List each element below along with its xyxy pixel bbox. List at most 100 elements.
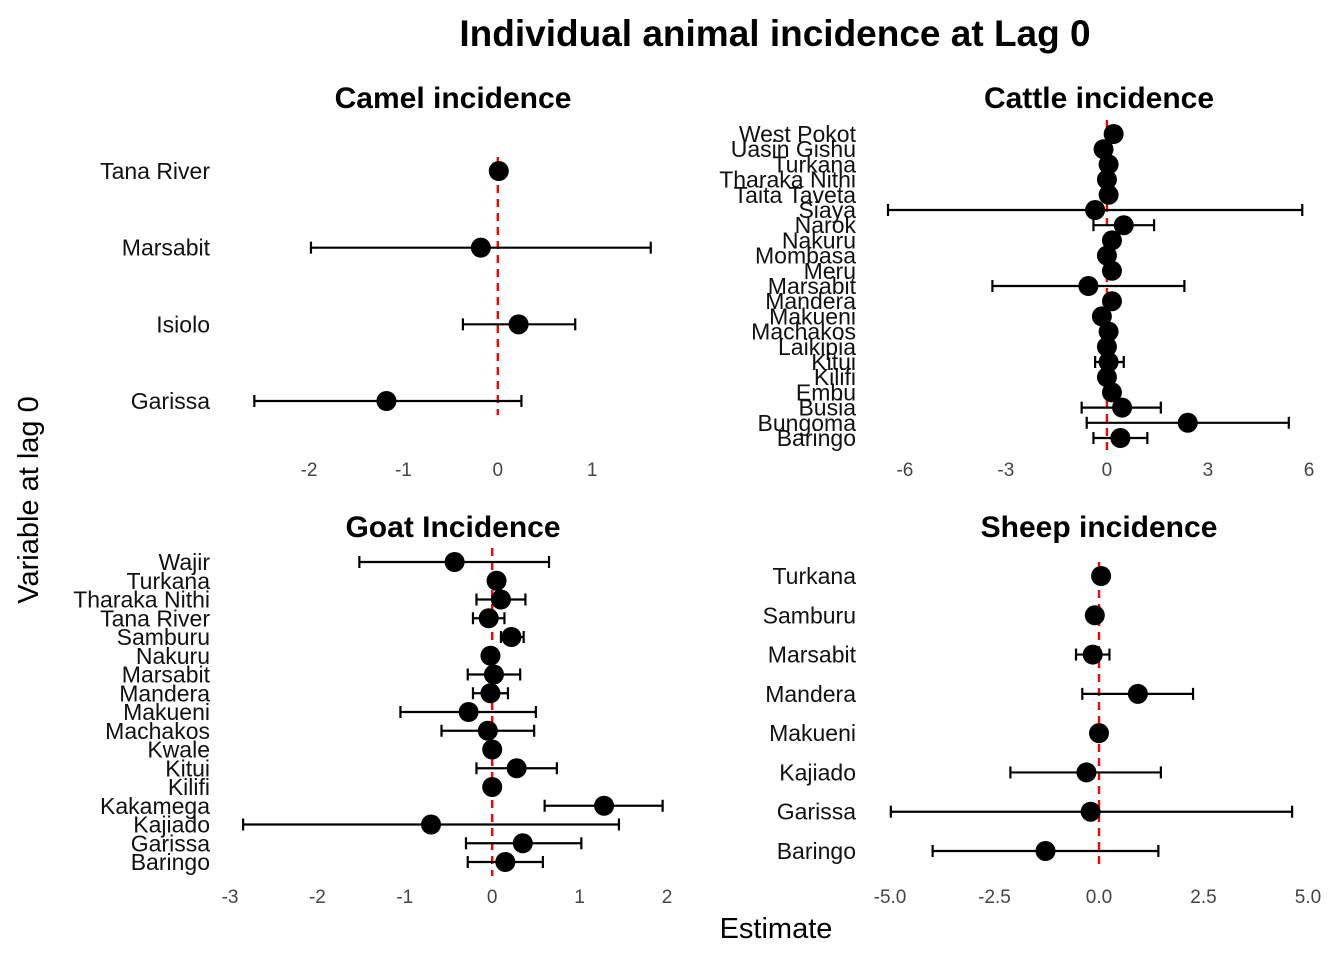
y-category-label-camel: Tana River: [100, 158, 210, 184]
y-category-label-sheep: Garissa: [777, 799, 856, 825]
x-tick-label-sheep: 0.0: [1086, 887, 1112, 908]
x-tick-label-sheep: -2.5: [978, 887, 1011, 908]
x-tick-label-cattle: 3: [1203, 460, 1214, 481]
y-category-label-goat: Kilifi: [168, 774, 210, 800]
estimate-point-cattle: [1112, 397, 1133, 418]
y-category-label-goat: Kwale: [147, 737, 210, 763]
y-category-label-sheep: Marsabit: [768, 642, 857, 668]
y-category-label-goat: Kitui: [165, 755, 210, 781]
estimate-point-cattle: [1078, 276, 1099, 296]
estimate-point-cattle: [1098, 352, 1119, 372]
y-category-label-cattle: Bungoma: [758, 410, 857, 436]
y-category-label-cattle: Mandera: [765, 288, 856, 314]
y-category-label-goat: Turkana: [126, 568, 210, 594]
x-tick-label-sheep: 2.5: [1190, 887, 1216, 908]
estimate-point-cattle: [1091, 306, 1112, 327]
y-category-label-cattle: Marsabit: [768, 273, 857, 299]
x-tick-label-cattle: -3: [997, 460, 1014, 481]
y-category-label-cattle: Kitui: [811, 349, 856, 375]
estimate-point-goat: [512, 833, 533, 854]
y-axis-title: Variable at lag 0: [13, 396, 45, 603]
x-axis-title: Estimate: [720, 913, 833, 945]
estimate-point-cattle: [1096, 367, 1117, 388]
estimate-point-camel: [488, 161, 509, 181]
y-category-label-cattle: Meru: [804, 258, 856, 284]
estimate-point-sheep: [1035, 841, 1056, 861]
panel-cattle: Cattle incidence: [984, 82, 1214, 115]
estimate-point-goat: [483, 664, 504, 685]
estimate-point-goat: [486, 570, 507, 591]
y-category-label-cattle: Turkana: [772, 151, 856, 177]
estimate-point-cattle: [1096, 336, 1117, 357]
x-tick-label-goat: 2: [662, 887, 673, 908]
estimate-point-camel: [508, 314, 529, 335]
y-category-label-cattle: Siaya: [798, 197, 856, 223]
estimate-point-sheep: [1076, 762, 1097, 783]
x-tick-label-sheep: -5.0: [874, 887, 907, 908]
x-tick-label-goat: -2: [309, 887, 326, 908]
estimate-point-goat: [501, 627, 522, 647]
estimate-point-cattle: [1101, 230, 1122, 251]
x-tick-label-goat: 0: [487, 887, 498, 908]
estimate-point-cattle: [1098, 154, 1119, 175]
estimate-point-goat: [444, 552, 465, 572]
estimate-point-cattle: [1103, 124, 1124, 144]
y-category-label-goat: Baringo: [131, 849, 210, 875]
x-tick-label-camel: 0: [493, 460, 504, 481]
panel-marks-camel: -2 -1 0 1 Garissa Isiolo Marsabit Tana River: [100, 157, 652, 481]
estimate-point-goat: [478, 608, 499, 629]
estimate-point-camel: [470, 237, 491, 258]
estimate-point-sheep: [1091, 566, 1112, 586]
x-tick-label-goat: 1: [574, 887, 585, 908]
estimate-point-cattle: [1098, 321, 1119, 342]
y-category-label-goat: Machakos: [105, 718, 210, 744]
estimate-point-camel: [376, 391, 397, 411]
main-title: Individual animal incidence at Lag 0: [459, 13, 1090, 54]
panel-title-goat: Goat Incidence: [345, 511, 560, 544]
estimate-point-cattle: [1110, 428, 1131, 448]
y-category-label-cattle: Uasin Gishu: [731, 136, 856, 162]
x-tick-label-goat: -3: [222, 887, 239, 908]
y-category-label-sheep: Makueni: [769, 720, 856, 746]
y-category-label-cattle: Busia: [798, 395, 856, 421]
y-category-label-goat: Garissa: [131, 830, 210, 856]
y-category-label-camel: Isiolo: [156, 311, 210, 337]
x-tick-label-cattle: -6: [896, 460, 913, 481]
y-category-label-goat: Tana River: [100, 605, 210, 631]
x-tick-label-camel: -2: [301, 460, 318, 481]
estimate-point-sheep: [1082, 644, 1103, 665]
x-tick-label-cattle: 0: [1102, 460, 1113, 481]
y-category-label-goat: Nakuru: [136, 643, 210, 669]
y-category-label-goat: Wajir: [158, 549, 210, 575]
y-category-label-goat: Kajiado: [133, 812, 210, 838]
estimate-point-sheep: [1080, 801, 1101, 822]
y-category-label-cattle: Taita Taveta: [734, 182, 857, 208]
estimate-point-goat: [506, 758, 527, 779]
estimate-point-sheep: [1084, 605, 1105, 626]
estimate-point-goat: [458, 702, 479, 722]
y-category-label-sheep: Samburu: [763, 602, 856, 628]
y-category-label-sheep: Mandera: [765, 681, 856, 707]
panel-title-sheep: Sheep incidence: [981, 511, 1218, 544]
panel-title-cattle: Cattle incidence: [984, 82, 1214, 115]
y-category-label-goat: Marsabit: [122, 662, 211, 688]
estimate-point-goat: [594, 795, 615, 816]
panel-marks-cattle: -6 -3 0 3 6 BaringoBungomaBusiaEmbuKilifiKitu…: [719, 120, 1314, 481]
y-category-label-goat: Kakamega: [100, 793, 210, 819]
panel-camel: Camel incidence: [335, 82, 572, 115]
estimate-point-goat: [480, 645, 501, 666]
estimate-point-goat: [482, 739, 503, 760]
y-category-label-cattle: Nakuru: [782, 227, 856, 253]
panel-sheep: Sheep incidence: [981, 511, 1218, 544]
estimate-point-goat: [495, 852, 516, 872]
estimate-point-goat: [482, 777, 503, 797]
estimate-point-goat: [480, 683, 501, 704]
panel-goat: Goat Incidence: [345, 511, 560, 544]
panel-marks-sheep: -5.0 -2.5 0.0 2.5 5.0 Baringo Garissa Kajiado Ma…: [763, 562, 1321, 908]
y-category-label-cattle: Machakos: [751, 319, 856, 345]
y-category-label-camel: Garissa: [131, 388, 210, 414]
y-category-label-sheep: Turkana: [772, 563, 856, 589]
y-category-label-cattle: Mombasa: [755, 243, 856, 269]
